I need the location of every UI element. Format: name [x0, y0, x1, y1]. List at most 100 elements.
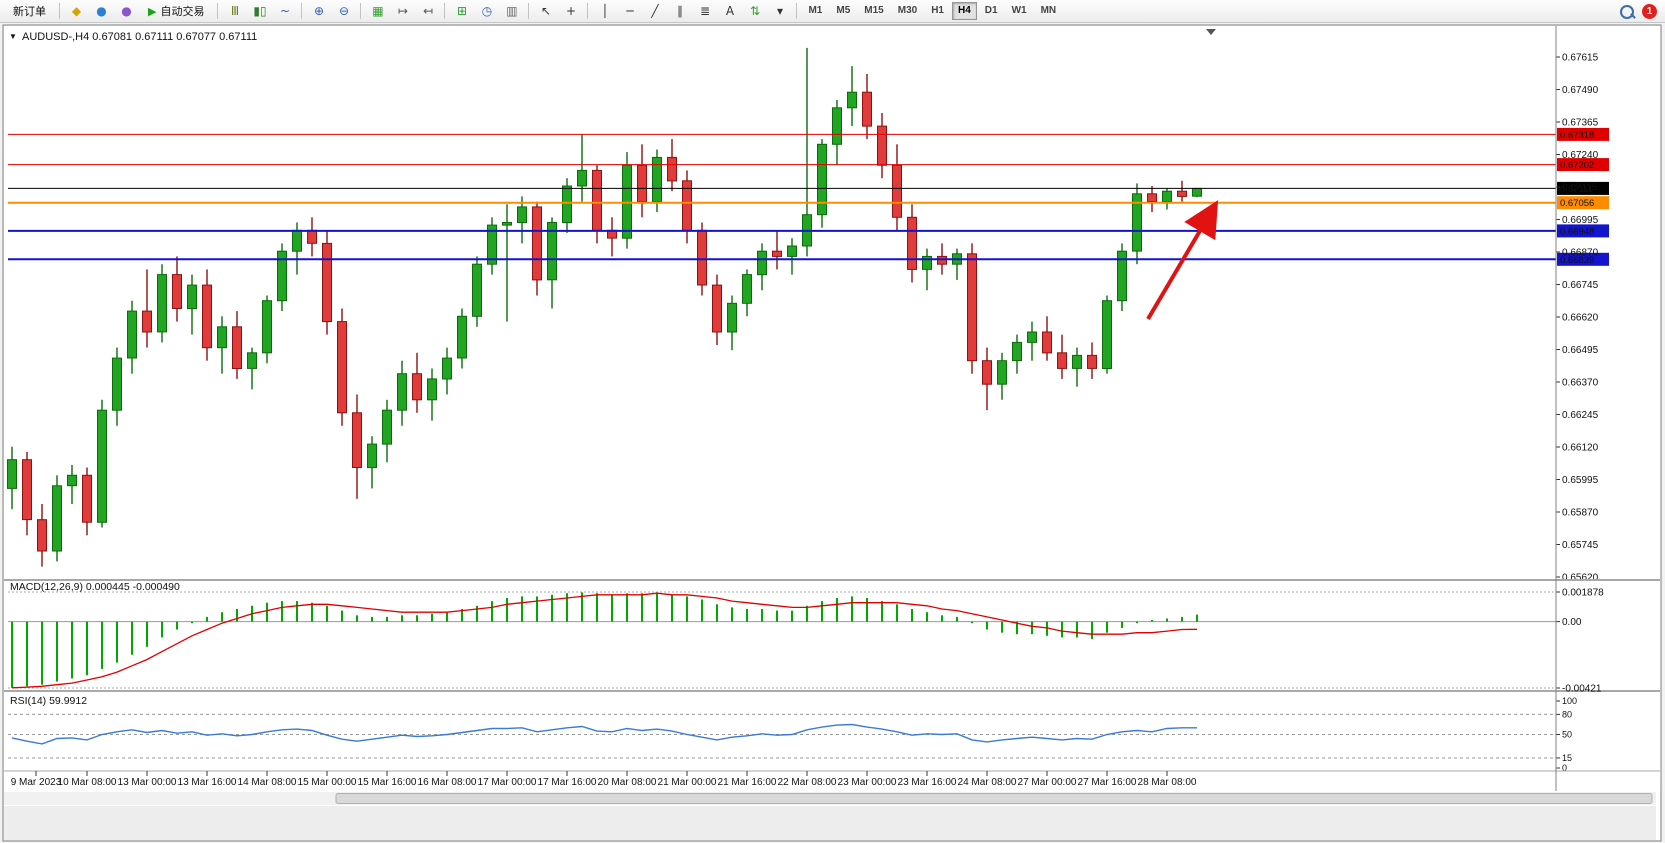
- timeframe-label: H4: [957, 5, 971, 16]
- horizontal-line-icon[interactable]: ─: [618, 1, 641, 21]
- candle: [757, 250, 767, 276]
- candle: [817, 143, 827, 216]
- annotation-arrow-up[interactable]: [1146, 200, 1219, 321]
- time-scale[interactable]: [4, 771, 1656, 791]
- hline-support-1-price-label: [1557, 224, 1609, 238]
- arrows-icon[interactable]: ⇅: [743, 1, 766, 21]
- timeframe-H4-button[interactable]: H4: [951, 2, 977, 20]
- timeframe-D1-button[interactable]: D1: [979, 2, 1004, 20]
- bar-chart-icon: Ⅲ: [230, 4, 240, 18]
- macd-signal-line: [11, 592, 1198, 689]
- macd-tick: 0.00: [1562, 617, 1582, 628]
- vertical-line-icon[interactable]: │: [593, 1, 616, 21]
- periods-icon[interactable]: ◷: [475, 1, 498, 21]
- market-icon[interactable]: ●: [115, 1, 138, 21]
- time-tick: 22 Mar 08:00: [778, 777, 837, 788]
- timeframe-M30-button[interactable]: M30: [892, 2, 923, 20]
- toolbar-separator: [528, 3, 530, 19]
- timeframe-M15-button[interactable]: M15: [858, 2, 889, 20]
- hline-pivot-orange-price-text: 0.67056: [1560, 198, 1594, 209]
- macd-label: MACD(12,26,9) 0.000445 -0.000490: [10, 581, 180, 593]
- bar-chart-icon[interactable]: Ⅲ: [223, 1, 246, 21]
- text-icon: A: [725, 4, 735, 18]
- zoom-in-icon[interactable]: ⊕: [307, 1, 330, 21]
- new-order-button[interactable]: 新订单: [5, 1, 54, 21]
- fibonacci-icon[interactable]: ≣: [693, 1, 716, 21]
- timeframe-label: W1: [1011, 5, 1027, 16]
- candle: [1072, 354, 1082, 369]
- timeframe-M5-button[interactable]: M5: [830, 2, 856, 20]
- autotrading-button[interactable]: ▶ 自动交易: [140, 1, 212, 21]
- candle: [187, 284, 197, 310]
- price-tick: 0.66120: [1562, 443, 1599, 454]
- notification-badge[interactable]: 1: [1642, 4, 1657, 19]
- tile-windows-icon: ▦: [372, 4, 384, 18]
- toolbar-separator: [217, 3, 219, 19]
- time-tick: 21 Mar 00:00: [658, 777, 717, 788]
- candle: [262, 300, 272, 354]
- timeframe-label: M15: [864, 5, 884, 16]
- price-tick: 0.66370: [1562, 378, 1599, 389]
- zoom-out-icon[interactable]: ⊖: [332, 1, 355, 21]
- time-tick: 15 Mar 00:00: [298, 777, 357, 788]
- candle: [157, 274, 167, 333]
- timeframe-MN-button[interactable]: MN: [1035, 2, 1063, 20]
- channel-icon: ∥: [676, 4, 683, 18]
- macd-tick: -0.00421: [1562, 684, 1602, 695]
- timeframe-W1-button[interactable]: W1: [1006, 2, 1033, 20]
- line-chart-icon[interactable]: ~: [273, 1, 296, 21]
- candle: [922, 255, 932, 270]
- price-axis: 0.67615 0.67490 0.67365 0.67240 0.67115 0.669…: [1556, 53, 1599, 584]
- market-icon: ●: [121, 4, 132, 18]
- candle: [412, 373, 422, 401]
- chart-shift-icon[interactable]: ↤: [416, 1, 439, 21]
- price-tick: 0.66995: [1562, 215, 1599, 226]
- horizontal-line-icon: ─: [626, 4, 634, 18]
- time-tick: 20 Mar 08:00: [598, 777, 657, 788]
- zoom-in-icon: ⊕: [313, 4, 324, 18]
- crosshair-icon[interactable]: +: [559, 1, 582, 21]
- hline-resistance-1-price-text: 0.67318: [1560, 130, 1594, 141]
- candle: [742, 274, 752, 304]
- timeframe-H1-button[interactable]: H1: [925, 2, 950, 20]
- candle: [982, 360, 992, 385]
- metaeditor-icon[interactable]: ◆: [65, 1, 88, 21]
- candle: [577, 169, 587, 187]
- candlestick-chart-icon[interactable]: ▮▯: [248, 1, 271, 21]
- candle: [352, 412, 362, 468]
- candle: [1027, 331, 1037, 343]
- timeframe-M1-button[interactable]: M1: [802, 2, 828, 20]
- cursor-icon[interactable]: ↖: [534, 1, 557, 21]
- price-tick: 0.66870: [1562, 248, 1599, 259]
- channel-icon[interactable]: ∥: [668, 1, 691, 21]
- candle: [1087, 354, 1097, 369]
- button-label: 新订单: [13, 6, 46, 18]
- crosshair-icon: +: [565, 4, 576, 18]
- text-icon[interactable]: A: [718, 1, 741, 21]
- rsi-tick: 15: [1562, 753, 1572, 763]
- vertical-line-icon: │: [601, 4, 609, 18]
- h-scrollbar-thumb[interactable]: [335, 793, 1653, 804]
- rsi-panel: RSI(14) 59.9912 100 80 50 150: [8, 695, 1577, 773]
- chart-symbol-dropdown-icon[interactable]: ▼: [9, 32, 17, 41]
- price-tick: 0.67615: [1562, 53, 1599, 64]
- time-tick: 10 Mar 08:00: [58, 777, 117, 788]
- timeframe-label: M1: [808, 5, 823, 16]
- templates-icon[interactable]: ▥: [500, 1, 523, 21]
- auto-scroll-icon[interactable]: ↦: [391, 1, 414, 21]
- chart-shift-marker[interactable]: [1206, 29, 1216, 35]
- price-scale[interactable]: [1556, 26, 1661, 791]
- candle: [892, 164, 902, 218]
- timeframe-label: H1: [931, 5, 944, 16]
- community-icon[interactable]: ●: [90, 1, 113, 21]
- candle: [652, 156, 662, 203]
- new-chart-icon[interactable]: ⊞: [450, 1, 473, 21]
- tile-windows-icon[interactable]: ▦: [366, 1, 389, 21]
- time-tick: 17 Mar 16:00: [538, 777, 597, 788]
- trendline-icon[interactable]: ╱: [643, 1, 666, 21]
- more-tools-icon[interactable]: ▾: [768, 1, 791, 21]
- candle: [457, 315, 467, 359]
- chart-shift-icon: ↤: [422, 4, 433, 18]
- search-icon[interactable]: [1620, 4, 1634, 19]
